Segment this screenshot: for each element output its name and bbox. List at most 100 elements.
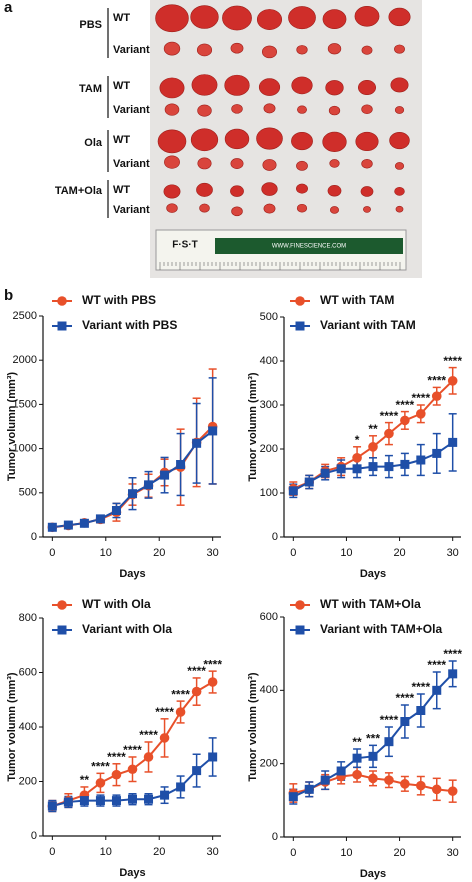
legend-marker — [57, 625, 67, 635]
tumor — [191, 74, 218, 96]
x-tick-label: 20 — [153, 547, 165, 559]
data-point — [159, 733, 170, 743]
data-point — [384, 737, 394, 747]
data-point — [111, 796, 121, 806]
data-point — [352, 753, 362, 763]
tumor — [231, 206, 243, 217]
tumor — [261, 45, 278, 59]
tumor — [197, 104, 212, 117]
data-point — [175, 707, 186, 717]
ruler-url: WWW.FINESCIENCE.COM — [272, 244, 346, 250]
y-tick-label: 200 — [260, 758, 278, 770]
tumor — [256, 127, 283, 150]
tumor — [389, 132, 410, 150]
tumor — [196, 182, 213, 197]
data-point — [111, 505, 121, 515]
genotype-label: WT — [113, 184, 130, 196]
data-point — [320, 775, 330, 785]
data-point — [144, 794, 154, 804]
data-point — [352, 464, 362, 474]
significance: **** — [380, 409, 399, 423]
data-point — [47, 801, 57, 811]
data-point — [192, 766, 202, 776]
series-line — [52, 425, 214, 529]
tumor — [394, 186, 405, 196]
data-point — [176, 782, 186, 792]
y-axis-label: Tumor volumn (mm³) — [247, 672, 259, 782]
data-point — [368, 462, 378, 472]
panel-label: b — [4, 287, 13, 304]
significance: ** — [368, 422, 378, 436]
tumor — [327, 43, 342, 55]
tumor — [394, 44, 405, 54]
tumor — [263, 203, 276, 214]
data-point — [416, 455, 426, 465]
significance: **** — [396, 398, 415, 412]
significance: *** — [366, 732, 380, 746]
legend-label: WT with TAM+Ola — [320, 597, 421, 611]
genotype-label: Variant — [113, 204, 150, 216]
tumor — [361, 45, 373, 55]
significance: **** — [187, 664, 206, 678]
data-point — [448, 437, 458, 447]
y-tick-label: 0 — [272, 531, 278, 543]
ruler-band — [215, 238, 403, 254]
y-tick-label: 0 — [272, 831, 278, 843]
tumor — [329, 206, 340, 214]
data-point — [304, 477, 314, 487]
x-tick-label: 20 — [393, 547, 405, 559]
legend-marker — [295, 321, 305, 331]
tumor — [329, 159, 340, 168]
tumor — [166, 203, 178, 213]
y-tick-label: 100 — [260, 487, 278, 499]
y-tick-label: 400 — [260, 355, 278, 367]
y-tick-label: 300 — [260, 399, 278, 411]
genotype-label: WT — [113, 134, 130, 146]
data-point — [447, 376, 458, 386]
y-tick-label: 500 — [19, 487, 37, 499]
data-point — [128, 794, 137, 804]
data-point — [111, 769, 122, 780]
tumor — [394, 162, 405, 170]
data-point — [432, 448, 442, 458]
x-tick-label: 30 — [447, 547, 459, 559]
y-tick-label: 2500 — [13, 310, 37, 322]
tumor — [360, 186, 374, 197]
x-tick-label: 0 — [290, 547, 296, 559]
data-point — [320, 468, 330, 478]
y-tick-label: 400 — [260, 684, 278, 696]
data-point — [336, 464, 346, 474]
treatment-label: PBS — [79, 19, 102, 31]
y-tick-label: 800 — [19, 612, 37, 624]
treatment-label: TAM+Ola — [55, 185, 103, 197]
significance: ** — [80, 773, 90, 787]
tumor — [296, 183, 308, 194]
tumor — [322, 131, 347, 152]
significance: **** — [427, 374, 446, 388]
data-point — [368, 773, 378, 784]
data-point — [384, 462, 394, 472]
significance: **** — [139, 728, 158, 742]
y-tick-label: 1000 — [13, 443, 37, 455]
tumor — [197, 157, 212, 170]
legend-label: Variant with TAM+Ola — [320, 622, 442, 636]
tumor — [256, 9, 283, 30]
data-point — [79, 518, 89, 528]
significance: **** — [171, 687, 190, 701]
data-point — [447, 786, 458, 796]
tumor — [230, 158, 244, 169]
significance: **** — [411, 680, 430, 694]
panel-label: a — [4, 0, 13, 16]
data-point — [95, 796, 105, 806]
data-point — [207, 677, 218, 687]
y-tick-label: 600 — [260, 611, 278, 623]
x-tick-label: 0 — [49, 547, 55, 559]
data-point — [400, 415, 410, 426]
legend-label: WT with PBS — [82, 293, 156, 307]
significance: **** — [203, 657, 222, 671]
significance: ** — [352, 735, 362, 749]
data-point — [191, 686, 202, 697]
significance: **** — [396, 691, 415, 705]
tumor — [296, 160, 308, 171]
tumor — [390, 77, 409, 93]
